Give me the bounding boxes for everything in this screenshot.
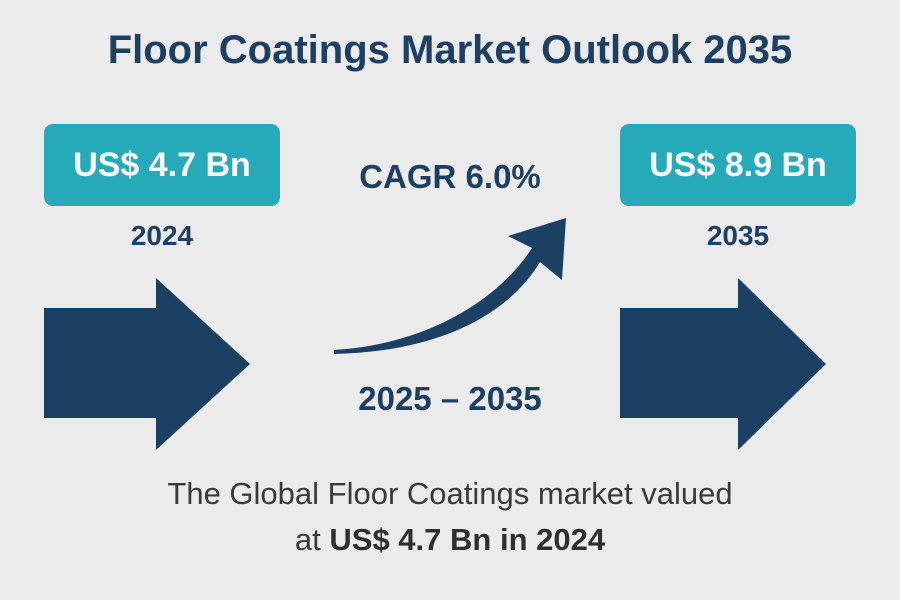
end-value-text: US$ 8.9 Bn: [649, 145, 827, 184]
start-value-text: US$ 4.7 Bn: [73, 145, 251, 184]
caption-line-2-highlight: US$ 4.7 Bn in 2024: [329, 522, 606, 557]
end-year: 2035: [706, 220, 770, 251]
end-value-badge: US$ 8.9 Bn: [620, 124, 856, 206]
arrow-right-icon: [44, 278, 250, 450]
caption-line-1: The Global Floor Coatings market valued: [167, 476, 733, 511]
start-year: 2024: [130, 220, 194, 251]
period-label: 2025 – 2035: [358, 380, 542, 417]
page-title: Floor Coatings Market Outlook 2035: [107, 28, 793, 72]
start-value-badge: US$ 4.7 Bn: [44, 124, 280, 206]
caption-line-2-prefix: at: [294, 522, 330, 557]
arrow-right-icon: [620, 278, 826, 450]
cagr-label: CAGR 6.0%: [359, 158, 541, 195]
caption-line-2: at US$ 4.7 Bn in 2024: [0, 522, 900, 558]
